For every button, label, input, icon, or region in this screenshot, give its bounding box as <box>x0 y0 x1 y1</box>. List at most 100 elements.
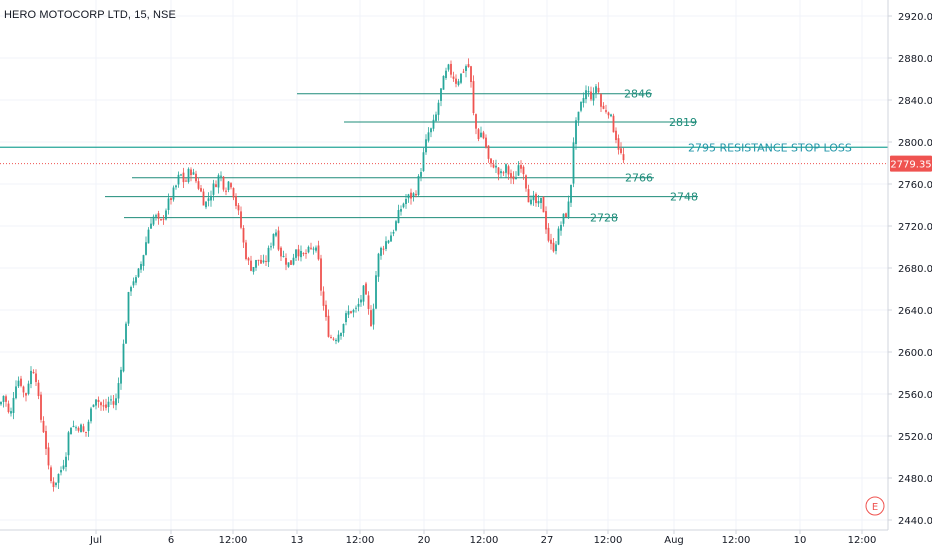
candle-body <box>52 481 55 488</box>
candle-body <box>572 142 575 184</box>
candle-body <box>357 303 360 307</box>
candle-body <box>417 175 420 195</box>
candle-body <box>432 119 435 129</box>
candle-body <box>600 94 602 107</box>
earnings-icon[interactable] <box>865 496 885 516</box>
candle-body <box>360 299 362 303</box>
candle-body <box>612 115 615 133</box>
candle-body <box>562 213 565 224</box>
x-tick-label: 12:00 <box>722 535 751 546</box>
candle-body <box>235 196 237 206</box>
candle-body <box>205 201 207 208</box>
candle-body <box>495 165 497 168</box>
candle-body <box>620 148 622 153</box>
level-label: 2819 <box>669 116 697 129</box>
candle-body <box>482 132 485 139</box>
candle-body <box>170 198 172 200</box>
candle-body <box>195 173 197 182</box>
candle-body <box>220 175 222 177</box>
candle-body <box>332 338 335 340</box>
candle-body <box>67 432 70 456</box>
earnings-label: E <box>872 502 878 513</box>
candle-body <box>467 64 470 67</box>
price-axis[interactable]: 2440.00 2480.00 2520.00 2560.00 2600.00 2640.… <box>887 0 932 530</box>
y-tick-label: 2560.00 <box>898 390 932 401</box>
y-tick-label: 2920.00 <box>898 12 932 23</box>
candle-body <box>505 164 507 173</box>
candle-body <box>547 227 550 241</box>
y-tick-label: 2520.00 <box>898 432 932 443</box>
candle-body <box>575 120 577 145</box>
candle-body <box>475 114 477 129</box>
candle-body <box>450 63 452 75</box>
candle-body <box>580 102 582 111</box>
y-tick-label: 2880.00 <box>898 54 932 65</box>
candle-body <box>210 195 212 201</box>
candle-body <box>335 339 337 342</box>
candle-body <box>500 171 502 174</box>
candle-body <box>370 310 372 327</box>
candle-body <box>320 258 322 291</box>
candle-body <box>145 242 147 255</box>
y-tick-label: 2480.00 <box>898 474 932 485</box>
candle-body <box>242 227 245 243</box>
candle-body <box>497 167 500 175</box>
x-tick-label: Aug <box>664 535 684 546</box>
candle-body <box>90 408 92 422</box>
candle-body <box>187 168 190 183</box>
horizontal-levels[interactable]: 2846 2819 2795 RESISTANCE STOP LOSS 2766 274… <box>0 88 888 225</box>
x-tick-label: 27 <box>541 535 554 546</box>
candle-body <box>40 394 42 420</box>
candle-body <box>372 308 375 325</box>
candle-body <box>157 213 160 219</box>
candle-body <box>105 404 107 408</box>
candle-body <box>227 181 230 190</box>
last-price-label: 2779.35 <box>890 160 931 171</box>
candle-body <box>442 75 445 90</box>
candle-body <box>465 66 467 71</box>
candle-body <box>525 175 527 189</box>
candle-body <box>410 192 412 199</box>
time-axis[interactable]: Jul 6 12:00 13 12:00 20 12:00 27 12:00 Aug 12:00 10… <box>0 529 888 546</box>
candle-body <box>277 230 280 250</box>
candle-body <box>22 386 25 393</box>
candle-body <box>565 213 567 218</box>
candle-body <box>567 201 570 219</box>
candle-body <box>487 145 490 159</box>
grid <box>0 0 888 530</box>
candle-body <box>190 169 192 176</box>
candle-body <box>265 260 267 262</box>
x-tick-label: 10 <box>794 535 807 546</box>
candle-body <box>75 427 77 429</box>
candle-body <box>287 262 290 267</box>
y-tick-label: 2640.00 <box>898 306 932 317</box>
candle-body <box>595 86 597 94</box>
candle-body <box>302 253 305 255</box>
candle-body <box>377 253 380 277</box>
candle-body <box>375 275 377 309</box>
candle-body <box>400 208 402 212</box>
candle-body <box>327 315 330 337</box>
candle-body <box>200 188 202 192</box>
candle-body <box>462 71 465 73</box>
candle-body <box>185 180 187 182</box>
candle-body <box>72 425 75 427</box>
candle-body <box>300 251 302 258</box>
candle-body <box>102 405 105 407</box>
candle-body <box>355 307 357 309</box>
x-tick-label: 12:00 <box>470 535 499 546</box>
candle-body <box>325 304 327 317</box>
candle-body <box>365 283 367 295</box>
candle-body <box>135 277 137 283</box>
y-tick-label: 2440.00 <box>898 516 932 527</box>
candle-body <box>115 398 117 406</box>
candle-body <box>345 313 347 323</box>
candle-body <box>150 223 152 229</box>
candle-body <box>555 244 557 251</box>
candle-body <box>217 175 220 188</box>
candle-body <box>540 197 542 203</box>
candle-body <box>152 216 155 225</box>
candle-body <box>560 225 562 231</box>
